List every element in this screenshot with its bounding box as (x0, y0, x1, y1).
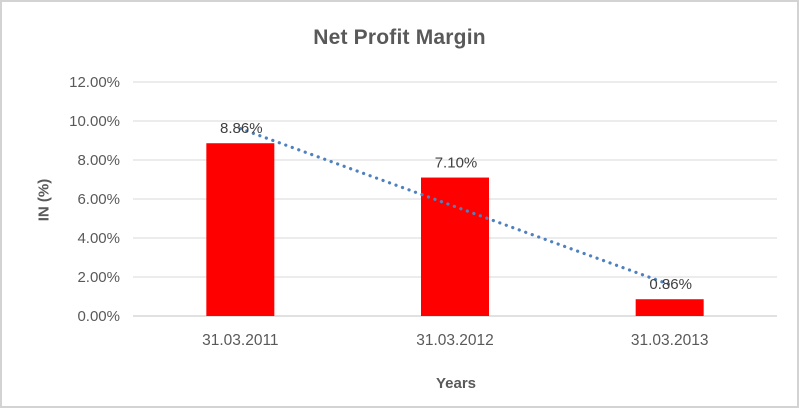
y-tick-label: 4.00% (77, 230, 120, 247)
trendline (238, 127, 672, 287)
y-tick-label: 0.00% (77, 308, 120, 325)
data-label: 0.86% (649, 276, 692, 293)
y-tick-label: 2.00% (77, 269, 120, 286)
x-tick-label: 31.03.2012 (416, 332, 494, 349)
bar-31.03.2012 (421, 177, 489, 316)
x-tick-label: 31.03.2011 (202, 332, 278, 349)
data-label: 8.86% (220, 120, 263, 137)
bar-31.03.2013 (635, 299, 704, 316)
x-tick-label: 31.03.2013 (631, 332, 709, 349)
data-label: 7.10% (435, 155, 478, 172)
y-tick-label: 8.00% (77, 152, 120, 169)
x-axis-title: Years (435, 375, 477, 392)
y-tick-label: 12.00% (69, 74, 120, 91)
chart-title: Net Profit Margin (313, 26, 486, 49)
bar-31.03.2011 (206, 143, 275, 316)
y-tick-label: 10.00% (69, 113, 120, 130)
y-tick-label: 6.00% (77, 191, 120, 208)
